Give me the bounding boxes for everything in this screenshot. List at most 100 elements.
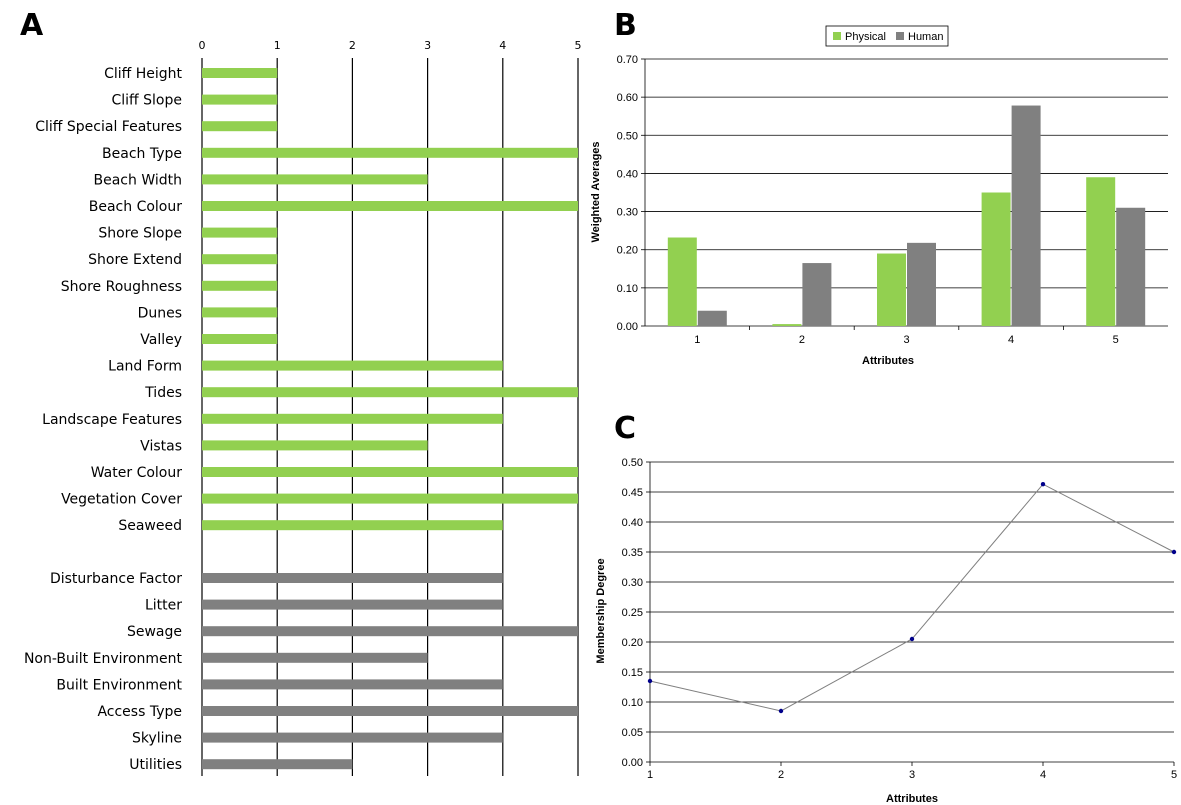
panel-c-y-tick-label: 0.35: [622, 547, 643, 559]
panel-c-y-tick-label: 0.00: [622, 757, 643, 769]
panel-c-y-tick-label: 0.15: [622, 667, 643, 679]
panel-b-y-tick-label: 0.30: [617, 207, 638, 219]
bar-cliff-height: [202, 68, 278, 78]
category-label-litter: Litter: [145, 598, 182, 614]
category-label-utilities: Utilities: [129, 757, 182, 773]
panel-b-x-tick-label: 1: [694, 334, 700, 346]
panel-c-line: [647, 482, 1177, 714]
bar-physical-5: [1086, 177, 1116, 326]
category-label-sewage: Sewage: [127, 624, 182, 640]
bar-human-1: [697, 310, 727, 326]
bar-beach-type: [202, 147, 578, 158]
panel-a-x-tick-label: 3: [424, 39, 431, 52]
data-point-5: [1171, 549, 1177, 555]
panel-c-x-tick-label: 1: [647, 769, 653, 781]
category-label-access-type: Access Type: [97, 704, 182, 720]
bar-shore-extend: [202, 254, 278, 265]
panel-a-x-tick-label: 5: [575, 39, 582, 52]
panel-b-y-axis-title: Weighted Averages: [590, 141, 602, 242]
category-label-non-built-environment: Non-Built Environment: [24, 651, 183, 667]
category-label-valley: Valley: [140, 332, 182, 348]
bar-physical-4: [981, 192, 1011, 326]
bar-built-environment: [202, 679, 503, 690]
panel-b-y-tick-label: 0.20: [617, 245, 638, 257]
bar-landscape-features: [202, 413, 503, 424]
panel-b-x-tick-label: 5: [1113, 334, 1119, 346]
panel-b-y-tick-label: 0.50: [617, 130, 638, 142]
bar-tides: [202, 387, 578, 398]
data-point-3: [909, 636, 915, 642]
category-label-tides: Tides: [144, 385, 182, 401]
bar-utilities: [202, 759, 353, 770]
panel-a-chart: 0 1 2 3 4 5 Cliff Height Cliff Slope Cliff Spec…: [24, 39, 582, 776]
legend-swatch-human: [896, 32, 904, 40]
data-point-4: [1040, 482, 1046, 487]
bar-valley: [202, 334, 278, 344]
panel-label-c: C: [614, 411, 636, 446]
panel-b-y-tick-label: 0.60: [617, 92, 638, 104]
panel-b-y-tick-label: 0.00: [617, 321, 638, 333]
panel-c-y-axis-title: Membership Degree: [595, 558, 607, 663]
category-label-seaweed: Seaweed: [118, 518, 182, 534]
panel-c-x-tick-label: 5: [1171, 769, 1177, 781]
category-label-cliff-slope: Cliff Slope: [112, 93, 183, 109]
bar-vegetation-cover: [202, 493, 578, 504]
category-label-shore-slope: Shore Slope: [98, 226, 182, 242]
bar-water-colour: [202, 467, 578, 477]
panel-b-x-ticks: 1 2 3 4 5: [694, 334, 1119, 346]
panel-a-x-tick-label: 0: [199, 39, 206, 52]
legend-label-human: Human: [908, 31, 943, 43]
category-label-built-environment: Built Environment: [56, 677, 182, 693]
panel-c-y-ticks: 0.00 0.05 0.10 0.15 0.20 0.25 0.30 0.35 0.40 0.45…: [622, 457, 643, 769]
bar-human-5: [1116, 207, 1146, 326]
panel-b-x-axis-title: Attributes: [862, 355, 914, 367]
panel-b-y-tick-label: 0.70: [617, 54, 638, 66]
legend-label-physical: Physical: [845, 31, 886, 43]
category-label-landscape-features: Landscape Features: [42, 412, 182, 428]
category-label-vegetation-cover: Vegetation Cover: [61, 492, 182, 508]
panel-c-x-tick-label: 2: [778, 769, 784, 781]
panel-c-x-tick-label: 4: [1040, 769, 1046, 781]
bar-human-3: [907, 242, 936, 326]
panel-c-x-ticks: 1 2 3 4 5: [647, 769, 1177, 781]
panel-b-x-tick-label: 3: [903, 334, 909, 346]
panel-a-x-tick-label: 2: [349, 39, 356, 52]
panel-b-gridlines: [641, 58, 1168, 330]
panel-a-bars: [202, 68, 578, 770]
legend-swatch-physical: [833, 32, 841, 40]
panel-c-x-axis-title: Attributes: [886, 793, 938, 805]
panel-c-y-tick-label: 0.25: [622, 607, 643, 619]
bar-seaweed: [202, 520, 503, 531]
bar-dunes: [202, 307, 278, 318]
bar-shore-slope: [202, 227, 278, 238]
panel-b-y-ticks: 0.00 0.10 0.20 0.30 0.40 0.50 0.60 0.70: [617, 54, 638, 333]
bar-physical-3: [877, 253, 906, 326]
data-point-2: [778, 708, 784, 714]
bar-sewage: [202, 626, 578, 637]
category-label-shore-extend: Shore Extend: [88, 252, 182, 268]
category-label-skyline: Skyline: [132, 731, 182, 747]
panel-c-y-tick-label: 0.20: [622, 637, 643, 649]
bar-human-2: [802, 263, 832, 326]
category-label-beach-colour: Beach Colour: [89, 199, 182, 215]
panel-b-y-tick-label: 0.10: [617, 283, 638, 295]
bar-cliff-slope: [202, 94, 278, 105]
panel-a-x-tick-label: 1: [274, 39, 281, 52]
bar-skyline: [202, 732, 503, 743]
bar-human-4: [1011, 105, 1041, 326]
bar-cliff-special-features: [202, 121, 278, 132]
panel-b-bars: [667, 105, 1146, 326]
panel-c-y-tick-label: 0.45: [622, 487, 643, 499]
category-label-disturbance-factor: Disturbance Factor: [50, 571, 182, 587]
bar-vistas: [202, 440, 428, 451]
panel-c-chart: 0.00 0.05 0.10 0.15 0.20 0.25 0.30 0.35 0.40 0.45…: [595, 457, 1177, 805]
data-point-1: [647, 678, 653, 684]
panel-b-chart: Physical Human 0.000.100.200.300.400.500…: [590, 25, 1168, 367]
panel-label-a: A: [20, 8, 44, 43]
bar-shore-roughness: [202, 280, 278, 291]
category-label-cliff-height: Cliff Height: [104, 66, 182, 82]
panel-a-x-ticks: 0 1 2 3 4 5: [199, 39, 582, 52]
panel-c-y-tick-label: 0.30: [622, 577, 643, 589]
panel-label-b: B: [614, 8, 637, 43]
